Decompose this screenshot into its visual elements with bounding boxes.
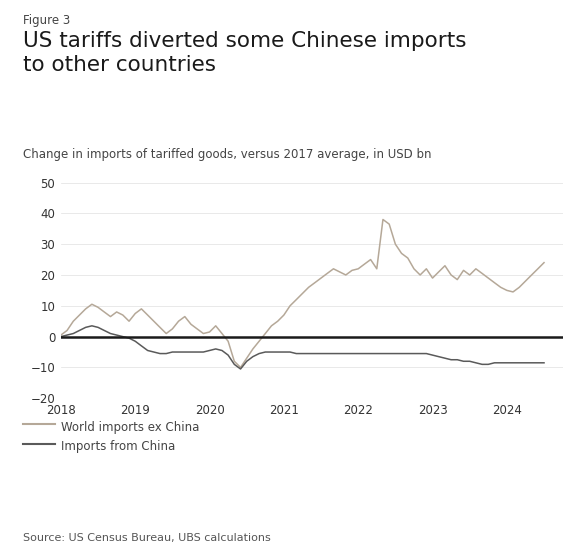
Imports from China xyxy=(541,359,548,366)
Imports from China xyxy=(349,350,356,357)
World imports ex China xyxy=(57,332,64,339)
Text: Imports from China: Imports from China xyxy=(61,440,175,453)
World imports ex China xyxy=(379,216,386,223)
Text: World imports ex China: World imports ex China xyxy=(61,421,200,433)
World imports ex China xyxy=(256,338,263,345)
World imports ex China xyxy=(237,364,244,371)
Text: Figure 3: Figure 3 xyxy=(23,14,70,27)
World imports ex China xyxy=(187,321,194,328)
Imports from China xyxy=(423,350,430,357)
World imports ex China xyxy=(342,272,349,278)
Imports from China xyxy=(182,349,188,355)
Imports from China xyxy=(268,349,275,355)
World imports ex China xyxy=(423,266,430,272)
Text: Source: US Census Bureau, UBS calculations: Source: US Census Bureau, UBS calculatio… xyxy=(23,533,271,543)
Line: Imports from China: Imports from China xyxy=(61,326,544,369)
Imports from China xyxy=(57,333,64,340)
Text: Change in imports of tariffed goods, versus 2017 average, in USD bn: Change in imports of tariffed goods, ver… xyxy=(23,148,432,160)
Imports from China xyxy=(237,365,244,372)
Imports from China xyxy=(88,323,95,329)
Imports from China xyxy=(194,349,201,355)
Line: World imports ex China: World imports ex China xyxy=(61,219,544,368)
World imports ex China xyxy=(541,260,548,266)
Text: US tariffs diverted some Chinese imports
to other countries: US tariffs diverted some Chinese imports… xyxy=(23,31,467,75)
World imports ex China xyxy=(175,318,182,325)
World imports ex China xyxy=(262,330,269,337)
Imports from China xyxy=(262,349,269,355)
